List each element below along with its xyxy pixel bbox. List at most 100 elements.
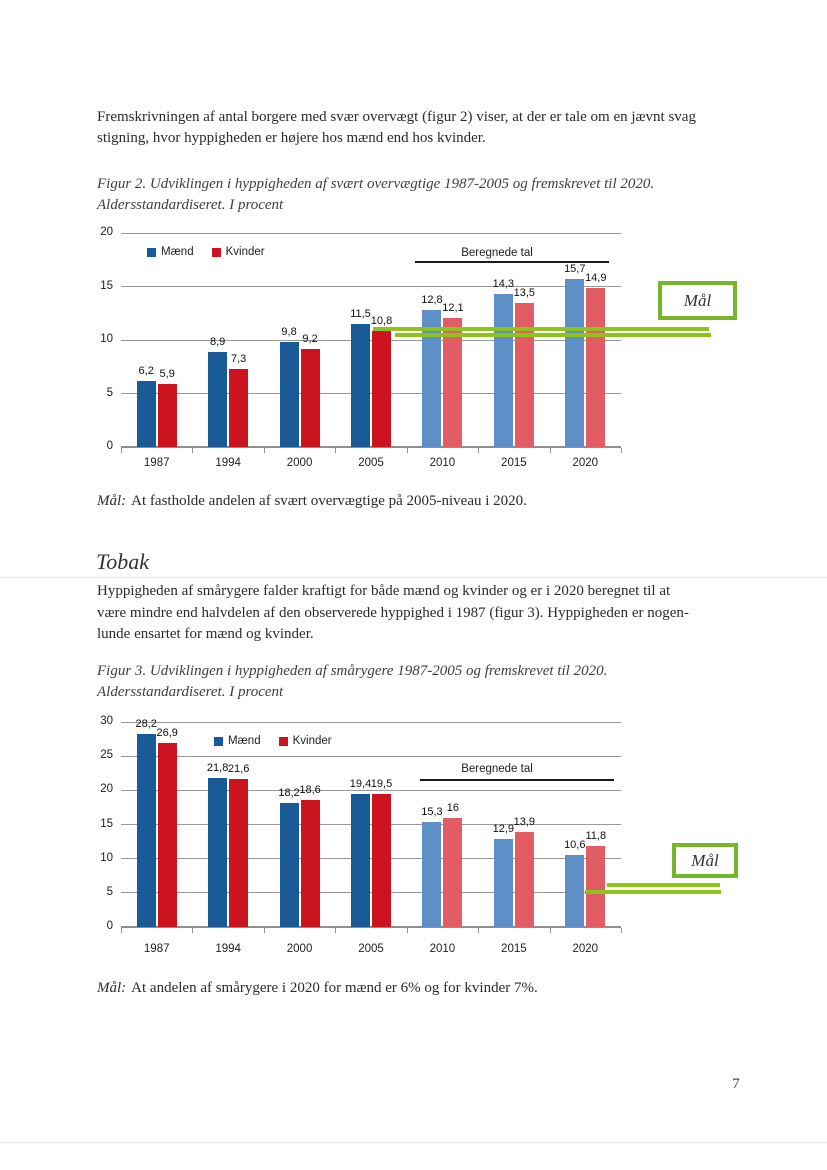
goal-target-line <box>585 890 721 895</box>
x-axis-tick <box>406 928 408 933</box>
bar-maend <box>208 778 228 927</box>
intro-paragraph: Fremskrivningen af antal borgere med svæ… <box>97 107 747 149</box>
paragraph-line: lunde ensartet for mænd og kvinder. <box>97 626 314 642</box>
gridline <box>121 232 621 234</box>
gridline <box>121 286 621 287</box>
bar-value-label: 19,4 <box>349 778 372 791</box>
bar-maend <box>565 279 585 447</box>
bar-kvinder <box>372 331 391 447</box>
bar-value-label: 28,2 <box>135 718 157 731</box>
caption-line: Aldersstandardiseret. I procent <box>97 196 284 213</box>
gridline <box>121 789 621 791</box>
x-axis-tick <box>263 448 265 453</box>
bar-value-label: 7,3 <box>230 352 247 365</box>
caption-line: Figur 2. Udviklingen i hyppigheden af sv… <box>97 176 655 192</box>
gridline <box>121 393 621 394</box>
x-axis-tick <box>621 448 622 453</box>
x-axis-category-label: 2020 <box>572 943 599 955</box>
y-axis-tick-label: 5 <box>106 386 113 399</box>
bar-value-label: 9,2 <box>302 332 318 345</box>
legend-label: Mænd <box>161 246 194 258</box>
section-heading-tobak: Tobak <box>96 549 149 574</box>
bar-kvinder <box>157 743 177 927</box>
goal-text: At fastholde andelen af svært overvægtig… <box>131 493 527 509</box>
goal-label: Mål: <box>97 980 127 996</box>
goal-statement-overweight: Mål: At fastholde andelen af svært overvæ… <box>97 493 747 510</box>
x-axis-tick <box>192 448 194 453</box>
x-axis-category-label: 1994 <box>215 943 241 955</box>
bar-kvinder <box>300 799 320 927</box>
legend-label: Kvinder <box>225 246 265 258</box>
goal-label: Mål: <box>97 493 127 509</box>
x-axis-line <box>121 446 621 448</box>
x-axis-tick <box>406 448 408 453</box>
bar-maend <box>351 794 370 927</box>
x-axis-line <box>121 926 621 928</box>
y-axis-tick-label: 10 <box>100 851 113 864</box>
bar-value-label: 18,2 <box>278 786 300 799</box>
y-axis-tick-label: 10 <box>100 333 113 345</box>
section-divider <box>0 577 827 578</box>
chart-legend: Mænd Kvinder <box>147 246 283 258</box>
bar-value-label: 12,1 <box>442 301 464 314</box>
bar-kvinder <box>514 832 534 927</box>
bar-value-label: 12,9 <box>492 822 515 835</box>
x-axis-tick <box>621 928 622 933</box>
x-axis-tick <box>121 928 122 933</box>
page-number: 7 <box>732 1076 740 1092</box>
x-axis-tick <box>263 928 265 933</box>
bar-value-label: 9,8 <box>281 326 297 339</box>
x-axis-tick <box>335 448 337 453</box>
bar-value-label: 13,9 <box>513 816 536 829</box>
bar-kvinder <box>157 383 177 447</box>
bar-maend <box>422 310 442 447</box>
bar-value-label: 10,6 <box>564 838 586 851</box>
bar-value-label: 14,3 <box>492 277 515 290</box>
bar-value-label: 21,8 <box>206 762 229 775</box>
bar-kvinder <box>586 287 606 447</box>
goal-text: At andelen af smårygere i 2020 for mænd … <box>131 980 538 996</box>
goal-target-line <box>373 326 709 331</box>
gridline <box>121 721 621 723</box>
legend-swatch-maend <box>147 247 156 257</box>
legend-label: Kvinder <box>292 735 332 747</box>
bar-kvinder <box>372 793 391 927</box>
bar-maend <box>422 822 442 927</box>
x-axis-category-label: 2005 <box>358 943 384 955</box>
bar-value-label: 21,6 <box>227 763 250 776</box>
goal-box-label: Mål <box>683 290 712 310</box>
caption-line: Figur 3. Udviklingen i hyppigheden af sm… <box>97 663 608 679</box>
x-axis-category-label: 1987 <box>143 457 170 469</box>
bar-kvinder <box>229 779 249 927</box>
chart-legend: Mænd Kvinder <box>214 735 350 747</box>
x-axis-category-label: 1994 <box>215 457 241 469</box>
goal-target-line <box>395 332 711 337</box>
gridline <box>121 339 621 341</box>
x-axis-tick <box>478 928 480 933</box>
legend-label: Mænd <box>228 735 261 747</box>
bar-maend <box>136 734 156 927</box>
bar-value-label: 11,5 <box>350 307 371 320</box>
figure-3-caption: Figur 3. Udviklingen i hyppigheden af sm… <box>97 661 747 702</box>
goal-statement-smoking: Mål: At andelen af smårygere i 2020 for m… <box>97 980 747 997</box>
x-axis-category-label: 2015 <box>501 943 527 955</box>
figure-2-caption: Figur 2. Udviklingen i hyppigheden af sv… <box>97 174 747 215</box>
y-axis-tick-label: 0 <box>106 440 113 452</box>
forecast-annotation-label: Beregnede tal <box>461 247 533 259</box>
bar-value-label: 19,5 <box>370 777 393 790</box>
x-axis-category-label: 2000 <box>286 943 313 955</box>
tobak-paragraph: Hyppigheden af smårygere falder kraftigt… <box>97 581 747 646</box>
goal-target-line <box>607 882 720 887</box>
bar-value-label: 6,2 <box>138 364 154 377</box>
gridline <box>121 858 621 860</box>
bar-maend <box>565 854 585 927</box>
legend-swatch-maend <box>214 736 223 746</box>
x-axis-tick <box>478 448 480 453</box>
y-axis-tick-label: 20 <box>100 226 113 238</box>
y-axis-tick-label: 15 <box>100 817 113 830</box>
x-axis-category-label: 1987 <box>143 943 170 955</box>
x-axis-tick <box>192 928 194 933</box>
x-axis-tick <box>549 928 551 933</box>
bar-maend <box>136 380 156 447</box>
